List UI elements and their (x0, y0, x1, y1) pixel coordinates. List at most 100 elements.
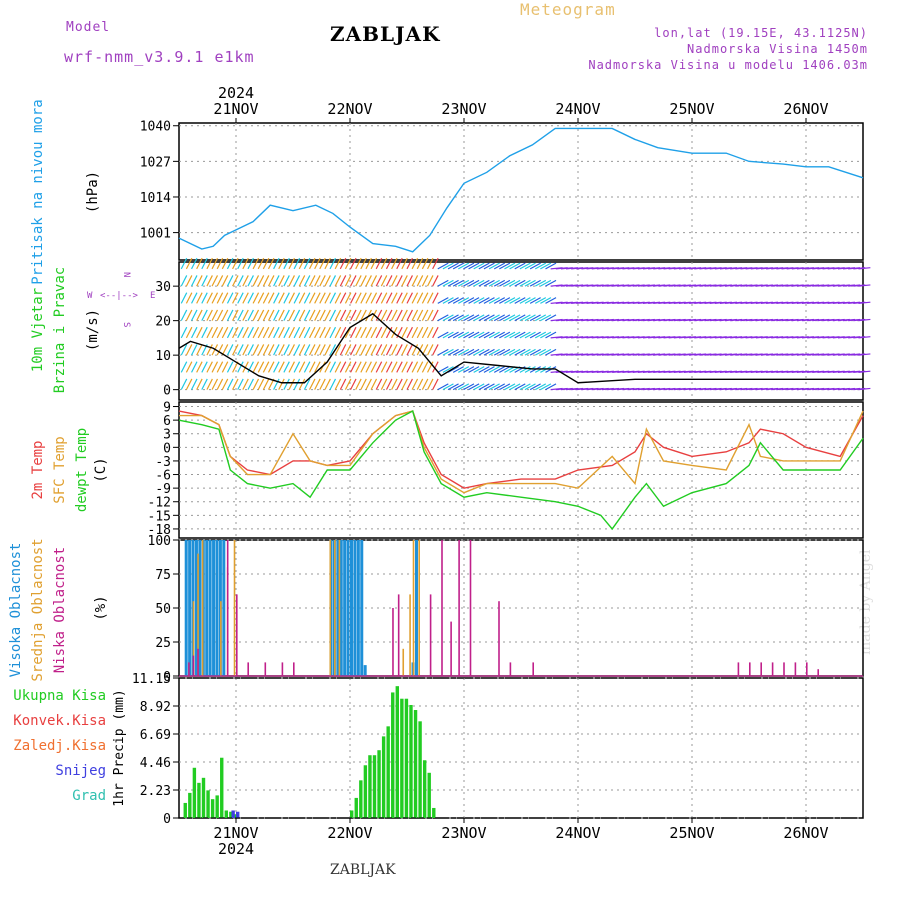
wind-barb (308, 361, 316, 373)
cloud-high-bar (198, 540, 202, 676)
cloud-low-bar (749, 662, 751, 676)
wind-barb (180, 257, 188, 270)
wind-barb (226, 309, 234, 321)
wind-barb (493, 366, 506, 373)
wind-barb (447, 331, 459, 339)
wind-barb (478, 314, 490, 322)
y-tick-label: 50 (155, 602, 171, 617)
wind-barb (232, 292, 239, 304)
wind-barb (185, 326, 193, 339)
wind-barb (314, 361, 321, 373)
wind-barb (339, 292, 347, 304)
wind-barb (380, 309, 388, 321)
wind-barb (308, 292, 316, 304)
y-tick-label: 20 (155, 315, 171, 330)
precip-bar-ukupnakisa (233, 814, 238, 818)
wind-barb (437, 279, 449, 287)
wind-barb (421, 326, 429, 339)
x-tick-label-bottom: 24NOV (555, 824, 600, 842)
wind-barb (509, 383, 521, 391)
wind-barb (499, 383, 511, 391)
wind-barb (273, 378, 280, 390)
wind-barb (437, 314, 449, 322)
low-cloud-label: Niska Oblacnost (52, 547, 68, 673)
wind-barb (514, 331, 526, 339)
wind-barb (406, 309, 413, 321)
wind-barb (519, 279, 531, 287)
precip-bar-snijeg (236, 811, 240, 818)
wind-barb (252, 309, 260, 321)
wind-barb (324, 257, 331, 270)
wind-barb (483, 279, 495, 287)
cloud-low-bar (469, 540, 472, 676)
compass-arrows: <--|--> (100, 291, 139, 301)
wind-barb (273, 344, 280, 356)
wind-barb (242, 275, 249, 287)
wind-barb (478, 331, 490, 339)
wind-barb (504, 297, 516, 304)
cloud-mid-bar (192, 601, 195, 676)
wind-barb (191, 275, 198, 287)
wind-barb (504, 279, 516, 287)
wind-barb (283, 326, 290, 339)
wind-barb (458, 383, 470, 391)
wind-barb (396, 309, 403, 321)
wind-barb (858, 370, 871, 373)
cloud-low-bar (532, 662, 534, 676)
wind-barb (447, 314, 459, 322)
sfc-temp-label: SFC Temp (52, 436, 68, 503)
wind-barb (514, 383, 526, 391)
wind-barb (293, 361, 301, 373)
wind-barb (334, 292, 342, 304)
wind-barb (180, 344, 188, 356)
wind-barb (519, 314, 531, 322)
precip-bar-ukupnakisa (391, 692, 395, 818)
wind-barb (211, 292, 219, 304)
wind-barb (524, 383, 536, 391)
cloud-low-bar (236, 594, 238, 676)
wind-barb (257, 275, 265, 287)
wind-barb (432, 378, 439, 390)
wind-barb (540, 331, 552, 339)
wind-barb (519, 297, 531, 304)
wind-barb (514, 348, 526, 356)
wind-barb (437, 383, 449, 391)
wind-barb (298, 292, 306, 304)
wind-barb (283, 344, 290, 356)
wind-barb (499, 366, 511, 373)
y-tick-label: 0 (163, 441, 171, 456)
dewpt-label: dewpt Temp (74, 428, 90, 512)
wind-barb (334, 326, 342, 339)
y-tick-label: 1014 (140, 191, 171, 206)
wind-barb (380, 292, 388, 304)
wind-barb (237, 344, 244, 356)
cloud-low-bar (188, 662, 190, 676)
wind-barb (252, 378, 260, 390)
wind-barb (324, 309, 331, 321)
wind-barb (529, 297, 541, 304)
wind-barb (185, 378, 193, 390)
wind-barb (406, 257, 413, 270)
wind-barb (396, 292, 403, 304)
wind-barb (447, 279, 459, 287)
wind-barb (432, 257, 439, 270)
wind-barb (196, 292, 203, 304)
wind-barb (858, 318, 871, 322)
wind-barb (391, 292, 398, 304)
wind-barb (237, 309, 244, 321)
wind-barb (293, 292, 301, 304)
cloud-high-bar (350, 540, 353, 676)
cloud-low-bar (226, 540, 229, 676)
wind-barb (216, 326, 224, 339)
wind-barb (406, 275, 413, 287)
wind-barb (257, 378, 265, 390)
wind-barb (350, 344, 357, 356)
wind-barb (339, 326, 347, 339)
wind-barb (226, 344, 234, 356)
wind-barb (314, 309, 321, 321)
wind-barb (196, 361, 203, 373)
wind-barb (242, 378, 249, 390)
wind-barb (406, 326, 413, 339)
wind-barb (411, 378, 419, 390)
wind-barb (237, 257, 244, 270)
